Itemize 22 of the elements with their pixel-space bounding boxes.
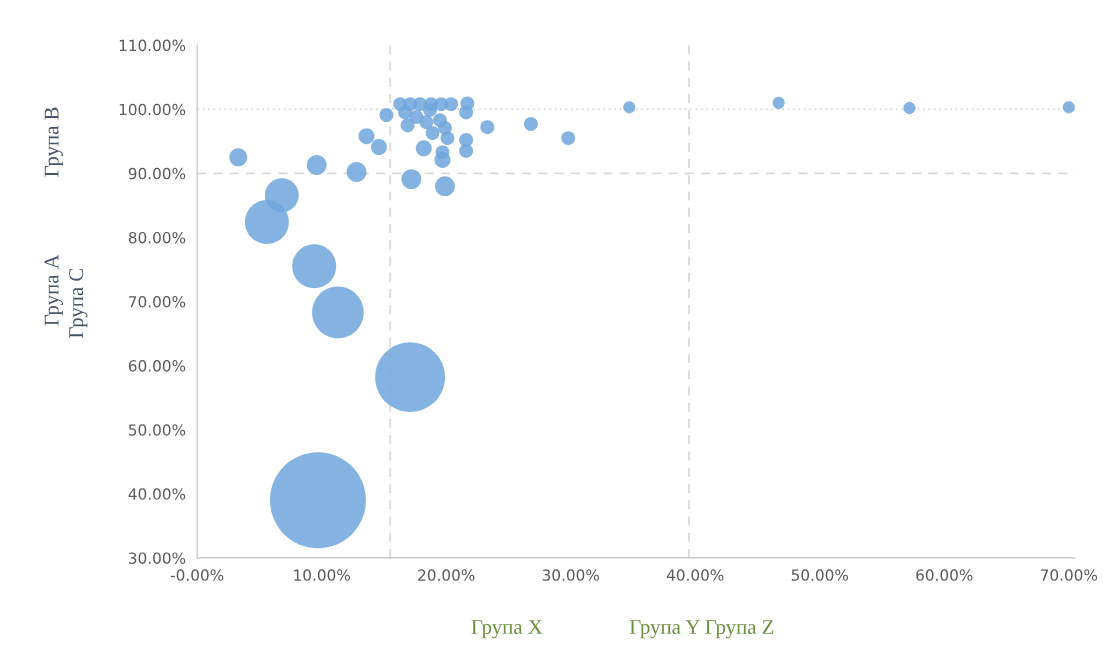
text: Група С [69, 268, 88, 338]
y-tick-label: 60.00% [128, 360, 186, 372]
y-tick-label: 70.00% [129, 296, 186, 308]
x-tick-label: 60.00% [916, 569, 973, 581]
x-tick-label: 20.00% [418, 569, 475, 581]
y-tick-label: 90.00% [128, 167, 186, 180]
y-tick-label: 50.00% [128, 424, 186, 436]
x-tick-label: 30.00% [542, 569, 600, 581]
y-tick-label: 100.00% [119, 103, 186, 116]
text: Група А [44, 254, 63, 326]
y-tick-label: 40.00% [128, 488, 186, 500]
y-tick-label: 80.00% [128, 231, 186, 244]
x-tick-label: 10.00% [294, 569, 350, 581]
x-tick-label: 50.00% [791, 569, 849, 581]
y-tick-label: 110.00% [119, 39, 186, 52]
x-tick-label: 70.00% [1040, 569, 1098, 581]
y-tick-label: 30.00% [128, 552, 186, 564]
x-tick-label: 40.00% [666, 569, 724, 581]
text: Група X [471, 620, 543, 639]
x-tick-label: -0.00% [170, 569, 224, 581]
text: Група Y Група Z [629, 620, 774, 639]
text: Група В [44, 107, 63, 177]
